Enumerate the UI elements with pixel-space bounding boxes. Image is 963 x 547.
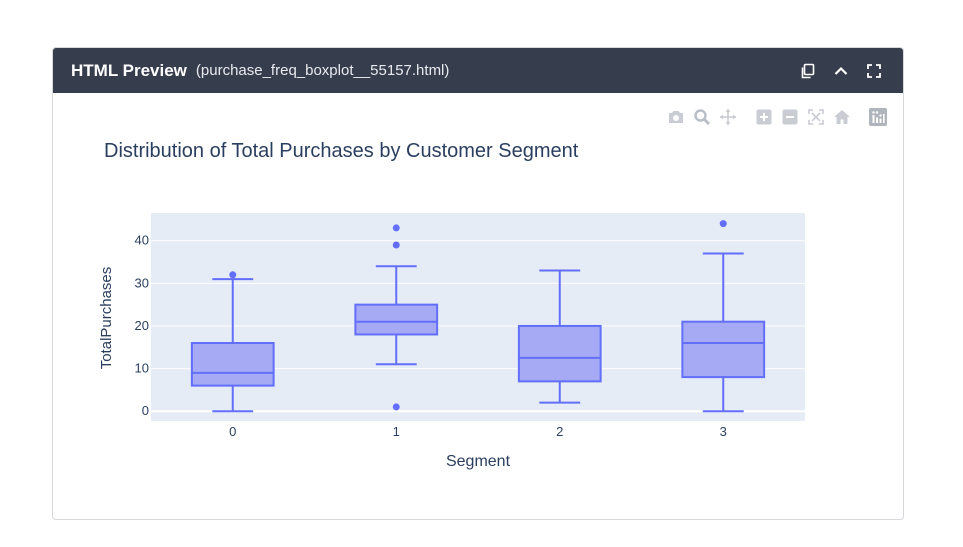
x-tick-label: 2 [556, 424, 563, 439]
copy-icon[interactable] [799, 62, 817, 80]
y-tick-label: 40 [135, 233, 149, 248]
outlier-point [392, 224, 400, 232]
camera-icon[interactable] [665, 106, 687, 128]
box-segment-0 [190, 271, 275, 413]
x-tick-label: 0 [229, 424, 236, 439]
y-tick-label: 10 [135, 361, 149, 376]
zoom-in-icon[interactable] [753, 106, 775, 128]
header-actions [799, 48, 883, 93]
iqr-box [190, 342, 275, 387]
plot-area-background [151, 213, 805, 421]
chart-title: Distribution of Total Purchases by Custo… [104, 140, 579, 162]
y-tick-labels: 0 10 20 30 40 [135, 233, 149, 418]
y-tick-label: 0 [142, 403, 149, 418]
preview-title: HTML Preview [71, 60, 187, 80]
pan-icon[interactable] [717, 106, 739, 128]
iqr-box [354, 303, 439, 336]
zoom-icon[interactable] [691, 106, 713, 128]
box-segment-2 [517, 269, 602, 404]
x-tick-labels: 0 1 2 3 [229, 424, 727, 439]
autoscale-icon[interactable] [805, 106, 827, 128]
x-tick-label: 3 [720, 424, 727, 439]
plotly-logo-icon[interactable] [867, 106, 889, 128]
iqr-box [517, 324, 602, 383]
fullscreen-icon[interactable] [865, 62, 883, 80]
box-series [190, 220, 766, 413]
preview-header: HTML Preview (purchase_freq_boxplot__551… [53, 48, 903, 93]
y-tick-label: 20 [135, 318, 149, 333]
box-segment-3 [681, 220, 766, 413]
outlier-point [392, 403, 400, 411]
x-tick-label: 1 [393, 424, 400, 439]
iqr-box [681, 320, 766, 379]
zoom-out-icon[interactable] [779, 106, 801, 128]
y-axis-label: TotalPurchases [98, 267, 115, 370]
reset-axes-icon[interactable] [831, 106, 853, 128]
outlier-point [229, 271, 237, 279]
outlier-point [392, 241, 400, 249]
plot-modebar [661, 106, 889, 128]
box-segment-1 [354, 224, 439, 411]
x-axis-label: Segment [446, 453, 511, 470]
preview-filename: (purchase_freq_boxplot__55157.html) [195, 62, 450, 79]
outlier-point [719, 220, 727, 228]
y-tick-label: 30 [135, 275, 149, 290]
collapse-icon[interactable] [832, 62, 850, 80]
